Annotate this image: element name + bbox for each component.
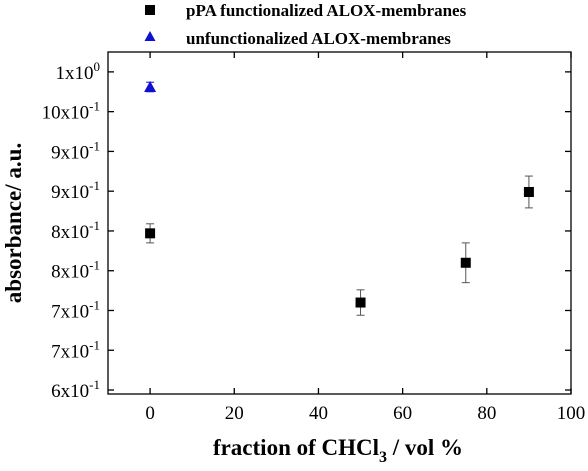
- y-tick-label-exponent: -1: [89, 337, 100, 352]
- legend-entry-pPA: pPA functionalized ALOX-membranes: [145, 1, 467, 20]
- y-tick-label-exponent: -1: [89, 99, 100, 114]
- y-tick-label: 9x10-1: [51, 178, 100, 203]
- y-tick-label-exponent: 0: [94, 59, 101, 74]
- y-tick-label: 8x10-1: [51, 258, 100, 283]
- square-marker: [145, 228, 156, 239]
- y-tick-label: 9x10-1: [51, 138, 100, 163]
- y-tick-label-mantissa: 7x10: [51, 341, 89, 362]
- x-tick-label: 60: [393, 403, 412, 424]
- legend-entry-unfunctionalized: unfunctionalized ALOX-membranes: [144, 29, 451, 48]
- data-point: [145, 223, 156, 244]
- y-tick-label-mantissa: 9x10: [51, 182, 89, 203]
- square-marker: [460, 257, 471, 268]
- y-tick-label: 8x10-1: [51, 218, 100, 243]
- y-tick-label: 1x100: [56, 59, 101, 84]
- y-tick-label-exponent: -1: [89, 377, 100, 392]
- triangle-marker: [144, 80, 157, 92]
- y-tick-label: 7x10-1: [51, 337, 100, 362]
- y-tick-label-exponent: -1: [89, 178, 100, 193]
- y-tick-label: 6x10-1: [51, 377, 100, 402]
- square-marker: [523, 186, 534, 197]
- y-tick-label: 7x10-1: [51, 297, 100, 322]
- y-tick-label-exponent: -1: [89, 218, 100, 233]
- legend-label-unfunctionalized: unfunctionalized ALOX-membranes: [186, 29, 451, 48]
- plot-frame: [107, 51, 572, 395]
- x-tick-label: 80: [477, 403, 496, 424]
- y-tick-label-mantissa: 7x10: [51, 301, 89, 322]
- x-axis-label-main: fraction of CHCl: [213, 435, 379, 460]
- y-tick-label-mantissa: 8x10: [51, 262, 89, 283]
- y-tick-label-mantissa: 8x10: [51, 222, 89, 243]
- x-axis-label-tail: / vol %: [387, 435, 463, 460]
- legend-marker-square: [145, 5, 155, 15]
- x-axis-label: fraction of CHCl3 / vol %: [213, 435, 463, 466]
- data-point: [460, 242, 471, 284]
- x-tick-label: 100: [557, 403, 586, 424]
- y-tick-label-exponent: -1: [89, 297, 100, 312]
- y-tick-label-mantissa: 9x10: [51, 142, 89, 163]
- y-tick-label-exponent: -1: [89, 258, 100, 273]
- x-tick-label: 40: [309, 403, 328, 424]
- y-tick-label-mantissa: 10x10: [42, 103, 90, 124]
- data-marks: [144, 80, 534, 316]
- legend-marker-triangle: [144, 31, 156, 41]
- y-axis-ticks: 1x10010x10-19x10-19x10-18x10-18x10-17x10…: [42, 59, 571, 402]
- square-marker: [355, 297, 366, 308]
- x-axis-label-subscript: 3: [379, 449, 387, 466]
- data-point: [144, 80, 157, 93]
- data-point: [523, 175, 534, 209]
- legend: pPA functionalized ALOX-membranes unfunc…: [144, 1, 467, 48]
- legend-label-pPA: pPA functionalized ALOX-membranes: [186, 1, 467, 20]
- x-tick-label: 20: [225, 403, 244, 424]
- y-tick-label-exponent: -1: [89, 138, 100, 153]
- y-tick-label-mantissa: 6x10: [51, 381, 89, 402]
- y-tick-label-mantissa: 1x10: [56, 63, 94, 84]
- y-tick-label: 10x10-1: [42, 99, 100, 124]
- data-point: [355, 289, 366, 316]
- y-axis-label: absorbance/ a.u.: [1, 143, 26, 303]
- x-tick-label: 0: [145, 403, 155, 424]
- x-axis-ticks: 0 20 40 60 80 100: [145, 52, 585, 424]
